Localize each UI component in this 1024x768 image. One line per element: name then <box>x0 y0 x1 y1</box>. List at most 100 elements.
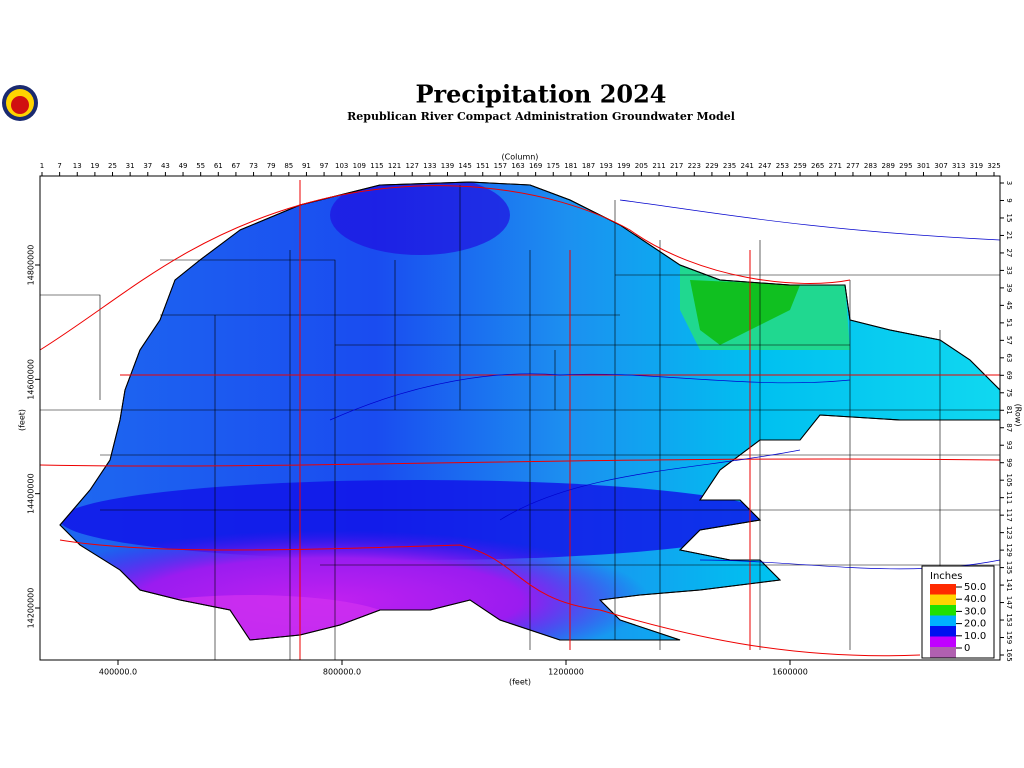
column-tick-label: 193 <box>599 162 612 170</box>
column-tick-label: 55 <box>196 162 205 170</box>
column-tick-label: 157 <box>494 162 507 170</box>
row-tick-label: 87 <box>1005 423 1013 432</box>
column-tick-label: 103 <box>335 162 348 170</box>
column-tick-label: 19 <box>90 162 99 170</box>
column-tick-label: 151 <box>476 162 489 170</box>
column-tick-label: 229 <box>705 162 718 170</box>
legend-tick-label: 40.0 <box>964 594 986 605</box>
legend-title: Inches <box>930 571 963 582</box>
rivers <box>329 199 1001 570</box>
row-tick-label: 129 <box>1005 543 1013 556</box>
column-tick-label: 241 <box>740 162 753 170</box>
column-tick-label: 235 <box>723 162 736 170</box>
column-tick-label: 115 <box>370 162 383 170</box>
column-tick-label: 43 <box>161 162 170 170</box>
column-tick-label: 277 <box>846 162 859 170</box>
column-tick-label: 31 <box>126 162 135 170</box>
subtitle: Republican River Compact Administration … <box>347 110 735 123</box>
row-tick-label: 21 <box>1005 231 1013 240</box>
column-tick-label: 283 <box>864 162 877 170</box>
row-tick-label: 93 <box>1005 441 1013 450</box>
y-label: (feet) <box>18 409 27 431</box>
row-tick-label: 45 <box>1005 301 1013 310</box>
model-boundary <box>59 181 1001 641</box>
row-tick-label: 99 <box>1005 458 1013 467</box>
row-tick-label: 27 <box>1005 248 1013 257</box>
column-label: (Column) <box>502 153 539 162</box>
logo <box>2 85 38 121</box>
row-tick-label: 69 <box>1005 371 1013 380</box>
x-tick-label: 400000.0 <box>99 668 137 677</box>
row-tick-label: 51 <box>1005 318 1013 327</box>
y-tick-label: 14400000 <box>27 473 36 514</box>
row-tick-label: 147 <box>1005 596 1013 609</box>
row-tick-label: 159 <box>1005 631 1013 644</box>
column-tick-label: 67 <box>231 162 240 170</box>
legend-tick-label: 50.0 <box>964 582 986 593</box>
row-tick-label: 3 <box>1005 181 1013 185</box>
column-tick-label: 49 <box>179 162 188 170</box>
legend-swatch <box>930 626 956 637</box>
row-tick-label: 33 <box>1005 266 1013 275</box>
column-tick-label: 175 <box>547 162 560 170</box>
column-tick-label: 73 <box>249 162 258 170</box>
title: Precipitation 2024 <box>415 80 666 109</box>
column-tick-label: 169 <box>529 162 542 170</box>
legend-tick-label: 30.0 <box>964 606 986 617</box>
column-tick-label: 265 <box>811 162 824 170</box>
column-tick-label: 85 <box>284 162 293 170</box>
column-tick-label: 199 <box>617 162 630 170</box>
column-tick-label: 133 <box>423 162 436 170</box>
legend-swatch <box>930 615 956 626</box>
column-tick-label: 61 <box>214 162 223 170</box>
column-tick-label: 289 <box>882 162 895 170</box>
legend-tick-label: 20.0 <box>964 619 986 630</box>
row-tick-label: 105 <box>1005 473 1013 486</box>
column-tick-label: 121 <box>388 162 401 170</box>
column-tick-label: 13 <box>73 162 82 170</box>
column-tick-label: 1 <box>40 162 44 170</box>
column-tick-label: 91 <box>302 162 311 170</box>
county-lines <box>40 185 1000 660</box>
legend-swatch <box>930 584 956 595</box>
row-tick-label: 117 <box>1005 508 1013 521</box>
column-tick-label: 127 <box>406 162 419 170</box>
y-tick-label: 14800000 <box>27 245 36 286</box>
x-tick-label: 1600000 <box>772 668 808 677</box>
column-tick-label: 97 <box>320 162 329 170</box>
row-tick-label: 15 <box>1005 214 1013 223</box>
row-tick-label: 123 <box>1005 526 1013 539</box>
column-tick-label: 247 <box>758 162 771 170</box>
column-tick-label: 25 <box>108 162 117 170</box>
column-tick-label: 7 <box>57 162 61 170</box>
column-tick-label: 259 <box>793 162 806 170</box>
column-tick-label: 181 <box>564 162 577 170</box>
legend-swatch <box>930 647 956 658</box>
row-tick-label: 111 <box>1005 491 1013 504</box>
row-tick-label: 9 <box>1005 198 1013 202</box>
legend-swatch <box>930 636 956 647</box>
legend-tick-label: 10.0 <box>964 631 986 642</box>
legend-tick-label: 0 <box>964 643 970 654</box>
column-tick-label: 271 <box>829 162 842 170</box>
row-label: (Row) <box>1014 404 1023 427</box>
row-tick-label: 63 <box>1005 353 1013 362</box>
row-tick-label: 39 <box>1005 283 1013 292</box>
column-tick-label: 205 <box>635 162 648 170</box>
legend-swatch <box>930 605 956 616</box>
column-tick-label: 301 <box>917 162 930 170</box>
column-tick-label: 295 <box>899 162 912 170</box>
column-tick-label: 223 <box>688 162 701 170</box>
column-tick-label: 253 <box>776 162 789 170</box>
row-tick-label: 57 <box>1005 336 1013 345</box>
column-tick-label: 319 <box>970 162 983 170</box>
column-tick-label: 163 <box>511 162 524 170</box>
column-tick-label: 313 <box>952 162 965 170</box>
row-tick-label: 135 <box>1005 561 1013 574</box>
x-tick-label: 800000.0 <box>323 668 361 677</box>
precipitation-field <box>60 182 1000 640</box>
x-tick-label: 1200000 <box>548 668 584 677</box>
y-tick-label: 14200000 <box>27 588 36 629</box>
row-tick-label: 141 <box>1005 578 1013 591</box>
column-tick-label: 145 <box>458 162 471 170</box>
